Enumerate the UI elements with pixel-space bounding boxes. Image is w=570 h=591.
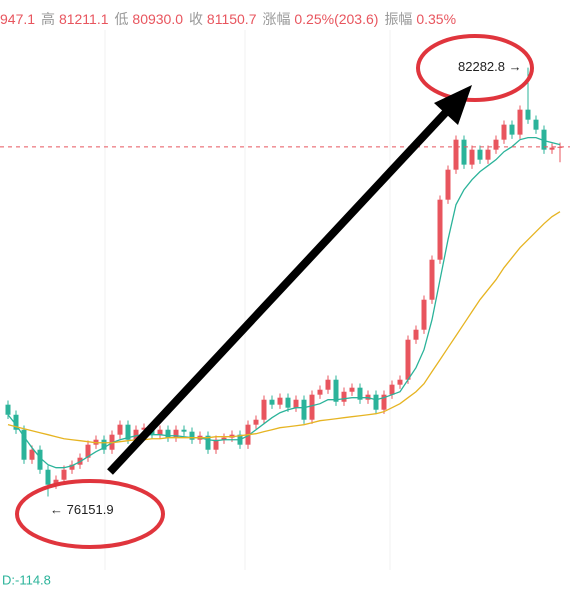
candle-body: [61, 469, 67, 480]
candle-body: [253, 419, 259, 425]
candle-body: [29, 449, 35, 460]
candle-body: [373, 394, 379, 410]
candle-body: [493, 139, 499, 150]
candle-body: [333, 379, 339, 402]
candle-body: [509, 124, 515, 135]
candle-body: [181, 429, 187, 432]
candle-body: [37, 449, 43, 470]
candle-body: [157, 429, 163, 435]
candle-body: [357, 387, 363, 400]
candle-body: [21, 429, 27, 460]
candle-body: [317, 389, 323, 395]
highlight-ellipse: [15, 479, 165, 549]
moving-average: [7, 136, 561, 469]
header-value: 947.1: [0, 11, 36, 27]
candle-body: [53, 479, 59, 485]
candle-body: [405, 339, 411, 380]
candle-body: [525, 109, 531, 120]
header-value: 81211.1: [58, 11, 109, 27]
header-value: 81150.7: [206, 11, 257, 27]
candle-body: [301, 399, 307, 420]
candle-body: [453, 139, 459, 170]
candle-body: [421, 299, 427, 330]
candle-body: [533, 119, 539, 130]
candle-body: [125, 424, 131, 440]
footer-indicator: D:-114.8: [2, 572, 51, 587]
candle-body: [309, 394, 315, 420]
candle-body: [485, 149, 491, 160]
candle-body: [5, 404, 11, 415]
candle-body: [477, 149, 483, 160]
candle-body: [69, 464, 75, 470]
candle-body: [293, 399, 299, 408]
candle-body: [413, 329, 419, 340]
candle-body: [389, 384, 395, 395]
candle-body: [261, 399, 267, 420]
header: 947.1 高 81211.1 低 80930.0 收 81150.7 涨幅 0.25%…: [0, 9, 456, 29]
candle-body: [221, 437, 227, 440]
candle-body: [173, 429, 179, 438]
candle-body: [341, 391, 347, 402]
header-label: 振幅: [384, 11, 413, 27]
candle-body: [429, 259, 435, 300]
header-value: 0.25%(203.6): [294, 11, 379, 27]
candle-body: [325, 379, 331, 390]
candle-body: [349, 387, 355, 392]
header-label: 低: [114, 11, 129, 27]
header-label: 收: [189, 11, 204, 27]
header-value: 0.35%: [416, 11, 457, 27]
header-label: 高: [41, 11, 56, 27]
candle-body: [397, 379, 403, 385]
candle-body: [213, 439, 219, 450]
candle-body: [269, 399, 275, 405]
annotation: ← 76151.9: [50, 502, 114, 517]
candle-body: [13, 414, 19, 430]
candle-body: [285, 397, 291, 408]
highlight-ellipse: [416, 34, 534, 102]
candle-body: [445, 169, 451, 200]
candle-body: [141, 427, 147, 430]
candle-body: [165, 429, 171, 438]
candle-body: [517, 109, 523, 135]
candle-body: [541, 129, 547, 150]
candle-body: [45, 469, 51, 485]
candle-body: [461, 139, 467, 165]
moving-average: [7, 211, 561, 444]
candle-body: [117, 424, 123, 435]
trend-arrow-head: [434, 85, 472, 125]
annotation: 82282.8 →: [458, 59, 522, 74]
candle-body: [381, 394, 387, 410]
header-value: 80930.0: [132, 11, 184, 27]
candle-body: [469, 149, 475, 165]
candle-body: [437, 199, 443, 260]
candle-body: [85, 444, 91, 458]
candle-body: [501, 124, 507, 140]
trend-arrow: [107, 107, 451, 475]
candle-body: [189, 431, 195, 440]
header-label: 涨幅: [262, 11, 291, 27]
candle-body: [133, 429, 139, 440]
candle-body: [549, 147, 555, 150]
candle-body: [205, 435, 211, 450]
candle-body: [101, 439, 107, 450]
candle-body: [277, 397, 283, 405]
